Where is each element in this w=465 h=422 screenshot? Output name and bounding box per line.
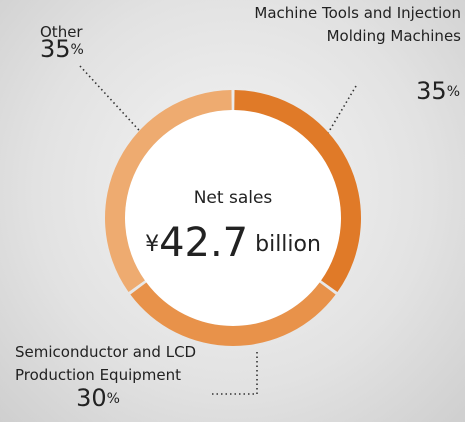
donut-segment <box>234 90 361 292</box>
leader-line <box>79 65 149 141</box>
value-label: 35% <box>40 35 84 63</box>
donut-segment <box>130 282 336 346</box>
donut-segment <box>105 90 232 292</box>
value-label: 30% <box>76 384 120 412</box>
category-label: Other <box>40 23 83 41</box>
leaders <box>79 65 357 395</box>
value-label: 35% <box>416 77 460 105</box>
center-title: Net sales <box>194 188 273 208</box>
category-label: Semiconductor and LCD Production Equipme… <box>15 343 197 384</box>
leader-line <box>212 352 258 395</box>
category-label: Machine Tools and Injection Molding Mach… <box>254 4 461 45</box>
center-disc <box>125 110 341 326</box>
leader-line <box>317 85 357 151</box>
center-total: ¥42.7 billion <box>145 220 321 266</box>
